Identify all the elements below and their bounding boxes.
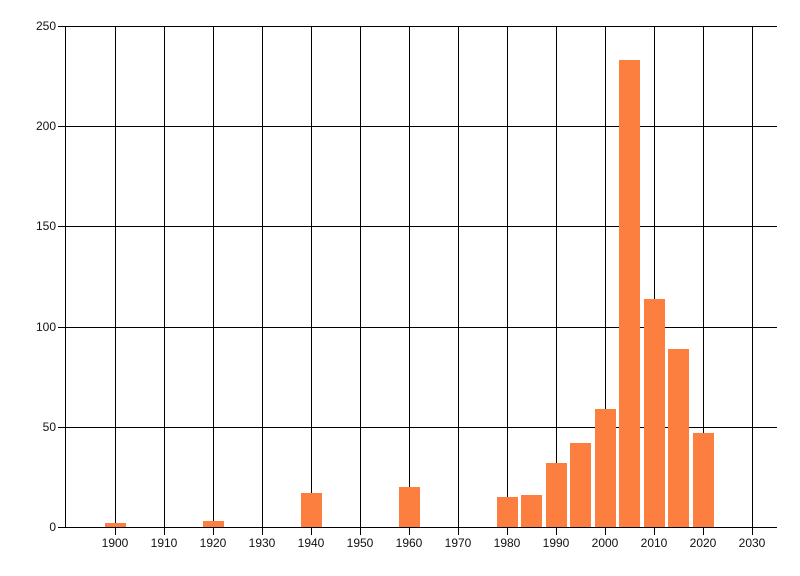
y-tick-mark <box>58 26 66 27</box>
y-axis-tick-label: 200 <box>35 119 56 133</box>
y-axis-tick-label: 150 <box>35 219 56 233</box>
bar-1920 <box>203 521 224 527</box>
y-tick-mark <box>58 126 66 127</box>
y-axis-tick-label: 0 <box>49 520 56 534</box>
x-gridline <box>458 26 459 527</box>
bar-2020 <box>693 433 714 527</box>
x-gridline <box>409 26 410 527</box>
bar-2005 <box>619 60 640 527</box>
x-tick-mark <box>507 527 508 535</box>
x-axis-tick-label: 1920 <box>199 536 227 550</box>
x-axis-tick-label: 2010 <box>640 536 668 550</box>
x-axis-tick-label: 1910 <box>150 536 178 550</box>
x-gridline <box>262 26 263 527</box>
y-gridline <box>66 126 777 127</box>
y-axis-tick-label: 250 <box>35 19 56 33</box>
x-tick-mark <box>458 527 459 535</box>
x-tick-mark <box>409 527 410 535</box>
x-axis-tick-label: 1900 <box>101 536 129 550</box>
bar-1960 <box>399 487 420 527</box>
x-gridline <box>507 26 508 527</box>
x-tick-mark <box>556 527 557 535</box>
x-gridline <box>654 26 655 527</box>
bar-2015 <box>668 349 689 527</box>
y-gridline <box>66 26 777 27</box>
x-gridline <box>311 26 312 527</box>
bar-1985 <box>521 495 542 527</box>
x-axis-line <box>65 527 777 528</box>
bar-1980 <box>497 497 518 527</box>
x-axis-tick-label: 1940 <box>297 536 325 550</box>
bar-1995 <box>570 443 591 527</box>
x-gridline <box>213 26 214 527</box>
y-axis-tick-label: 50 <box>42 420 56 434</box>
x-tick-mark <box>360 527 361 535</box>
y-tick-mark <box>58 527 66 528</box>
x-gridline <box>752 26 753 527</box>
x-axis-tick-label: 2020 <box>689 536 717 550</box>
x-tick-mark <box>164 527 165 535</box>
y-tick-mark <box>58 327 66 328</box>
x-gridline <box>556 26 557 527</box>
x-tick-mark <box>115 527 116 535</box>
x-axis-tick-label: 1930 <box>248 536 276 550</box>
x-axis-tick-label: 1960 <box>395 536 423 550</box>
x-axis-tick-label: 1970 <box>444 536 472 550</box>
x-tick-mark <box>752 527 753 535</box>
x-tick-mark <box>262 527 263 535</box>
x-gridline <box>164 26 165 527</box>
bar-1940 <box>301 493 322 527</box>
x-tick-mark <box>213 527 214 535</box>
y-axis-tick-label: 100 <box>35 320 56 334</box>
bar-2000 <box>595 409 616 527</box>
x-axis-tick-label: 1950 <box>346 536 374 550</box>
x-gridline <box>360 26 361 527</box>
x-tick-mark <box>654 527 655 535</box>
y-gridline <box>66 226 777 227</box>
x-axis-tick-label: 2030 <box>738 536 766 550</box>
plot-area <box>58 26 777 535</box>
x-tick-mark <box>311 527 312 535</box>
bar-1900 <box>105 523 126 527</box>
x-gridline <box>605 26 606 527</box>
y-gridline <box>66 327 777 328</box>
x-gridline <box>703 26 704 527</box>
x-tick-mark <box>703 527 704 535</box>
x-gridline <box>115 26 116 527</box>
y-axis-line <box>65 26 66 527</box>
x-axis-tick-label: 1990 <box>542 536 570 550</box>
x-tick-mark <box>605 527 606 535</box>
y-tick-mark <box>58 427 66 428</box>
bar-2010 <box>644 299 665 527</box>
bar-1990 <box>546 463 567 527</box>
y-tick-mark <box>58 226 66 227</box>
x-axis-tick-label: 2000 <box>591 536 619 550</box>
y-gridline <box>66 427 777 428</box>
x-axis-tick-label: 1980 <box>493 536 521 550</box>
